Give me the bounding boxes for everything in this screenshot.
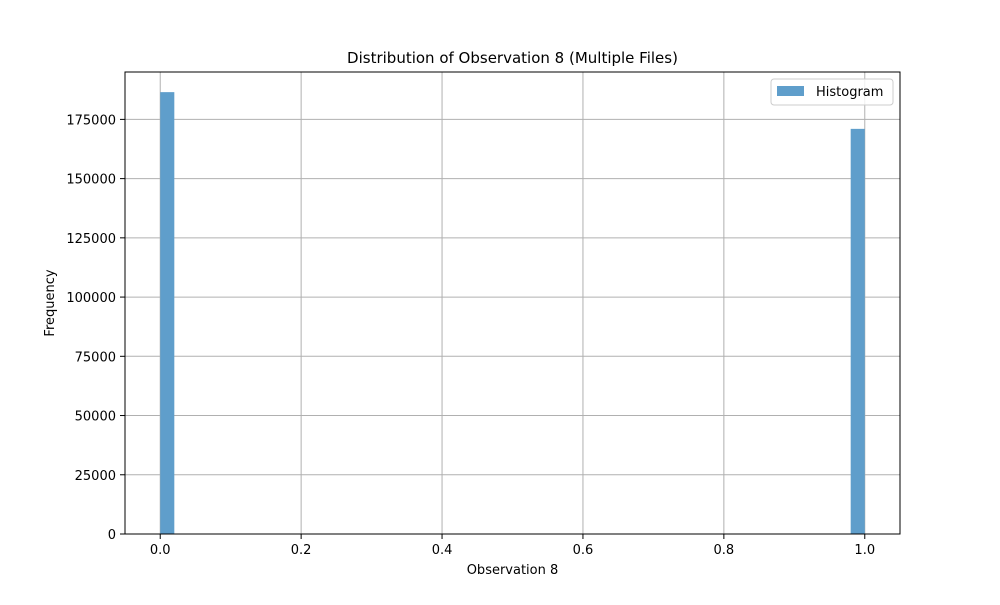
grid-layer: [125, 72, 900, 535]
legend-swatch: [777, 86, 804, 96]
x-tick-label: 1.0: [854, 543, 875, 558]
x-axis-title: Observation 8: [467, 563, 559, 578]
y-tick-label: 50000: [75, 410, 116, 425]
y-tick-label: 125000: [66, 232, 116, 247]
y-tick-label: 150000: [66, 173, 116, 188]
x-tick-label: 0.0: [150, 543, 171, 558]
plot-frame: [124, 71, 901, 535]
y-tick-label: 175000: [66, 113, 116, 128]
x-tick-label: 0.8: [714, 543, 735, 558]
chart-title: Distribution of Observation 8 (Multiple …: [347, 49, 678, 67]
bars-layer: [160, 92, 865, 534]
ticks-layer: 0.0 0.2 0.4 0.6 0.8 1.0 0 25000 50000 75000 100000…: [66, 113, 875, 558]
x-tick-label: 0.2: [291, 543, 312, 558]
histogram-bar: [160, 92, 175, 534]
y-axis-title: Frequency: [43, 269, 58, 336]
legend-label-histogram: Histogram: [816, 85, 883, 100]
legend: Histogram: [770, 78, 894, 106]
x-tick-label: 0.4: [432, 543, 453, 558]
y-tick-label: 25000: [75, 469, 116, 484]
y-tick-label: 0: [108, 528, 116, 543]
y-tick-label: 100000: [66, 291, 116, 306]
y-tick-label: 75000: [75, 350, 116, 365]
x-tick-label: 0.6: [573, 543, 594, 558]
histogram-bar: [850, 128, 865, 534]
legend-box: [770, 78, 894, 106]
